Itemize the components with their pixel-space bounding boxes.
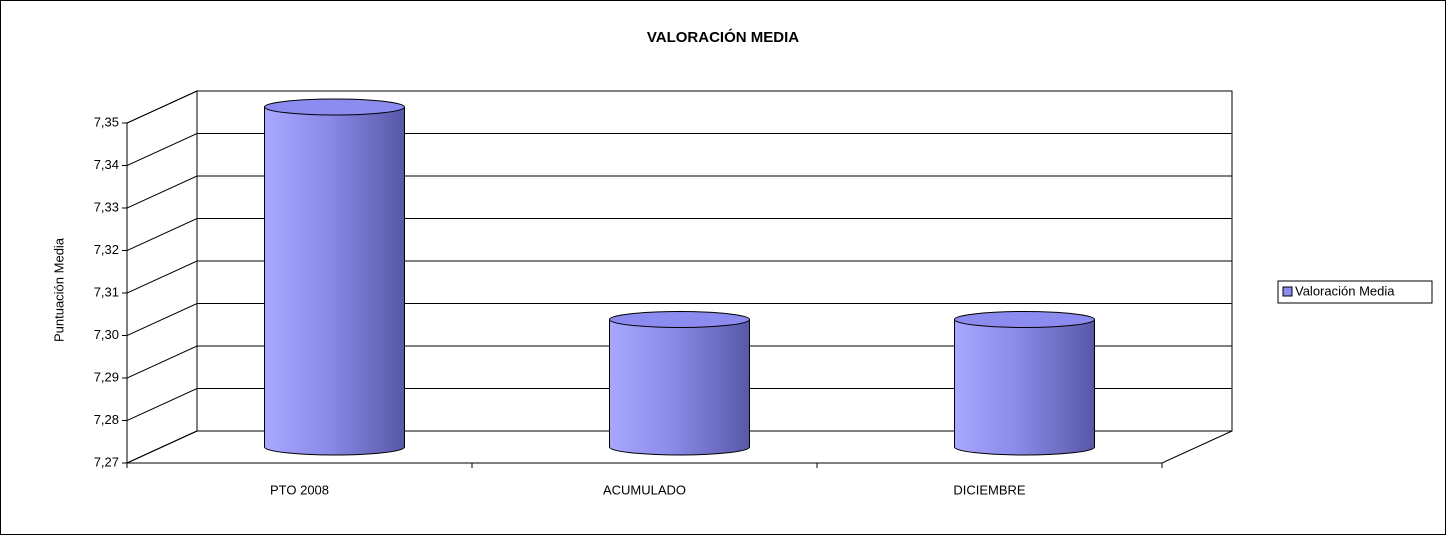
grid-line <box>126 260 1232 294</box>
chart-title: VALORACIÓN MEDIA <box>647 28 799 46</box>
y-tick-label: 7,33 <box>94 199 119 214</box>
x-tick-label: PTO 2008 <box>270 482 329 497</box>
cylinder-top <box>954 311 1095 328</box>
y-tick-label: 7,30 <box>94 327 119 342</box>
legend-box <box>1277 280 1433 304</box>
grid-line <box>126 303 1232 336</box>
y-tick-label: 7,35 <box>94 114 119 129</box>
legend-label: Valoración Media <box>1295 283 1395 298</box>
grid-line <box>126 430 1232 464</box>
y-tick-label: 7,27 <box>94 454 119 469</box>
legend-key <box>1282 286 1293 297</box>
y-axis-label: Puntuación Media <box>51 237 66 342</box>
y-tick-label: 7,34 <box>94 157 119 172</box>
cylinder <box>264 106 405 456</box>
cylinder-top <box>264 98 405 116</box>
x-tick-label: DICIEMBRE <box>953 482 1026 497</box>
grid-line <box>126 218 1232 251</box>
grid-line <box>126 175 1232 209</box>
grid-line <box>126 133 1232 166</box>
y-tick-label: 7,29 <box>94 369 119 384</box>
cylinder <box>609 319 750 456</box>
y-tick-label: 7,28 <box>94 412 119 427</box>
grid-line <box>126 345 1232 379</box>
grid-line <box>126 90 1232 124</box>
y-tick-label: 7,31 <box>94 284 119 299</box>
cylinder <box>954 319 1095 456</box>
x-tick-label: ACUMULADO <box>603 482 686 497</box>
y-tick-label: 7,32 <box>94 242 119 257</box>
grid-line <box>126 388 1232 421</box>
cylinder-top <box>609 311 750 328</box>
